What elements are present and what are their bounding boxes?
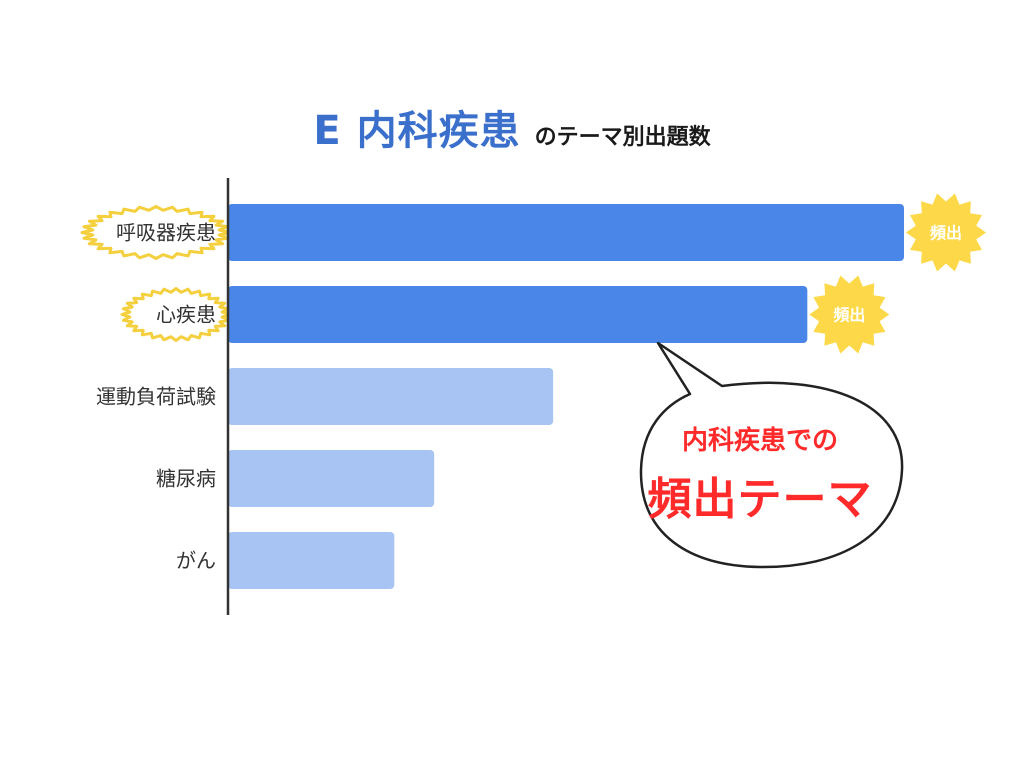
category-label-exercise-test: 運動負荷試験 xyxy=(96,385,216,409)
frequent-badge: 頻出 xyxy=(906,193,986,272)
badge-burst-shape xyxy=(906,193,986,272)
chart-title: E 内科疾患 のテーマ別出題数 xyxy=(0,98,1024,156)
frequent-badge: 頻出 xyxy=(809,275,890,354)
category-label-cardiac: 心疾患 xyxy=(156,303,216,327)
bar-exercise-test xyxy=(228,368,554,425)
badge-label: 頻出 xyxy=(930,224,962,243)
bar-respiratory xyxy=(228,204,904,261)
category-label-respiratory: 呼吸器疾患 xyxy=(116,221,216,245)
bar-diabetes xyxy=(228,450,435,507)
badge-burst-shape xyxy=(809,275,890,354)
chart-title-sub: のテーマ別出題数 xyxy=(534,125,711,150)
callout-line1: 内科疾患での xyxy=(681,426,838,456)
bar-cardiac xyxy=(228,286,808,343)
category-label-cancer: がん xyxy=(176,549,216,573)
callout-text: 内科疾患での 頻出テーマ xyxy=(640,420,880,527)
category-label-diabetes: 糖尿病 xyxy=(156,467,216,491)
callout-bubble xyxy=(639,341,904,569)
label-highlight-burst xyxy=(80,205,232,260)
badge-label: 頻出 xyxy=(833,306,865,325)
label-highlight-burst xyxy=(120,287,232,342)
chart-title-main: E 内科疾患 xyxy=(313,108,521,154)
bar-cancer xyxy=(228,532,395,589)
callout-line2: 頻出テーマ xyxy=(647,474,873,525)
